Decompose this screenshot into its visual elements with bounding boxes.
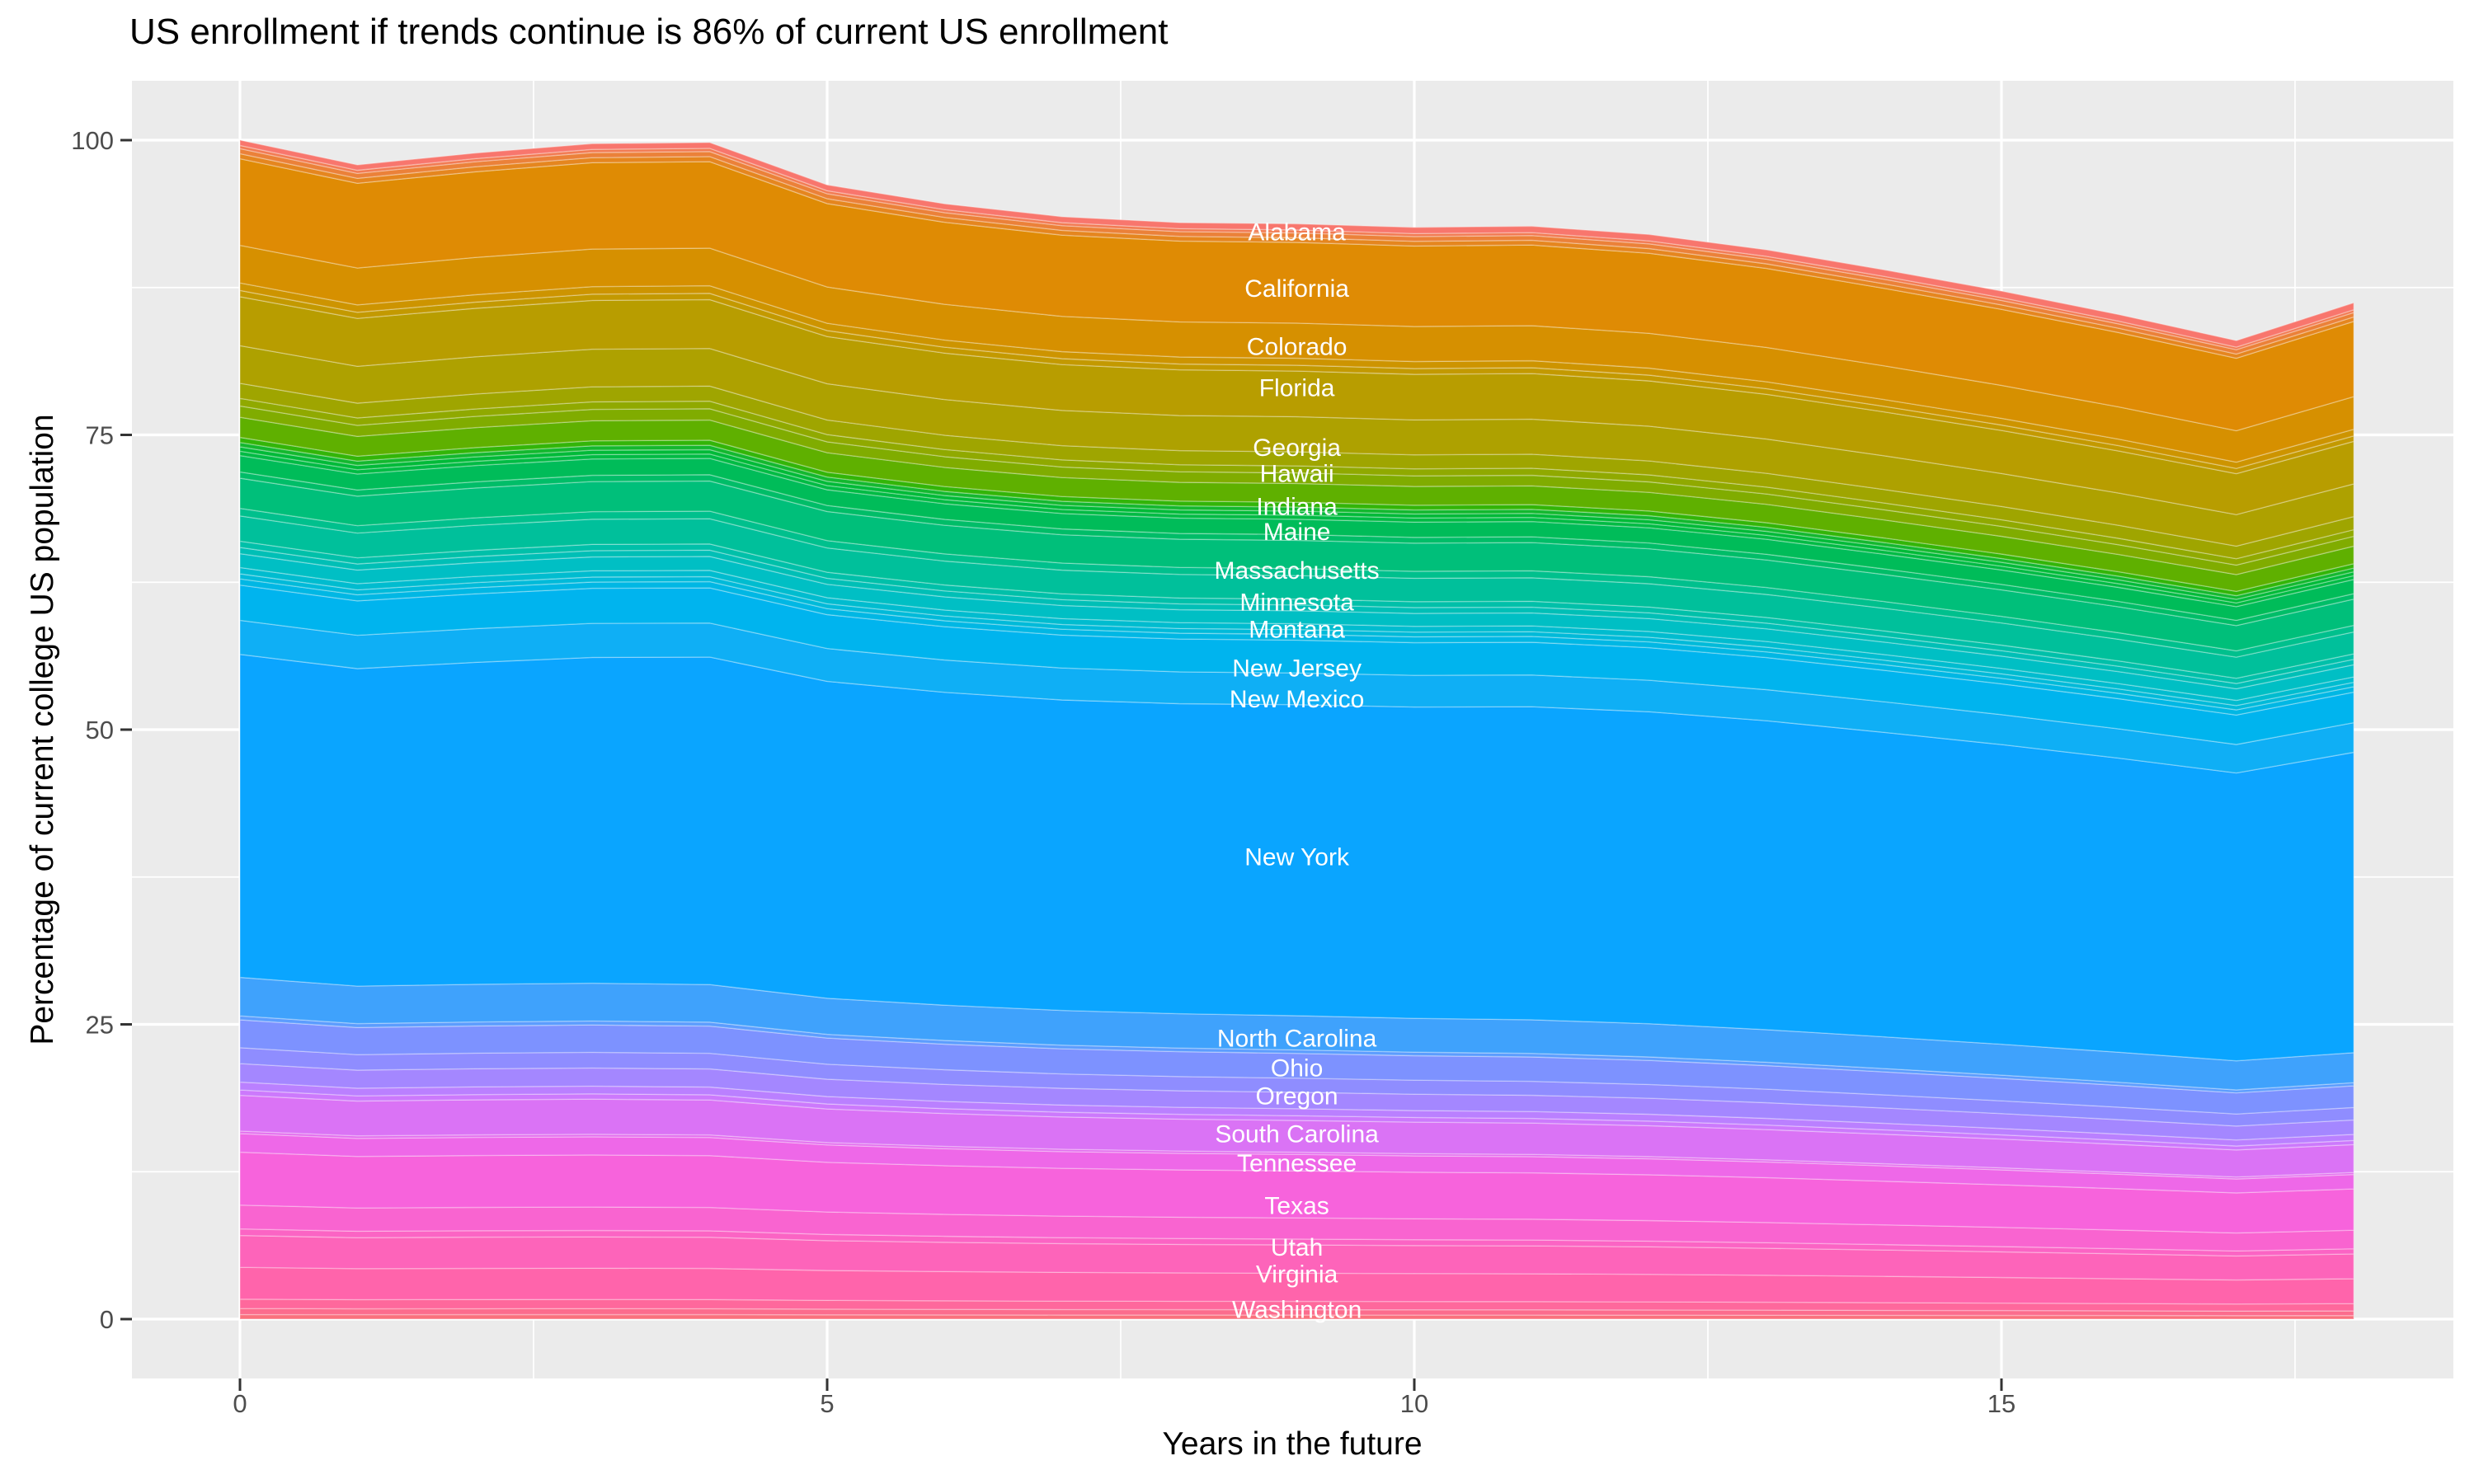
state-label-minnesota: Minnesota: [1239, 589, 1354, 617]
area-band-north-carolina: [239, 976, 2354, 1091]
area-bands: [239, 139, 2354, 1320]
x-tick-label-10: 10: [1400, 1389, 1428, 1418]
state-label-florida: Florida: [1259, 374, 1335, 402]
state-label-tennessee: Tennessee: [1237, 1150, 1357, 1177]
state-label-indiana: Indiana: [1256, 494, 1338, 521]
state-label-georgia: Georgia: [1253, 434, 1341, 462]
state-label-hawaii: Hawaii: [1260, 461, 1334, 488]
area-band-wisconsin: [239, 1308, 2354, 1317]
x-tick-label-5: 5: [820, 1389, 834, 1418]
state-label-maine: Maine: [1263, 519, 1331, 546]
y-tick-label-100: 100: [71, 126, 114, 155]
state-label-new-mexico: New Mexico: [1230, 686, 1364, 713]
state-label-south-carolina: South Carolina: [1215, 1120, 1379, 1148]
state-label-oregon: Oregon: [1256, 1083, 1338, 1111]
state-label-virginia: Virginia: [1256, 1261, 1338, 1289]
state-label-new-jersey: New Jersey: [1232, 655, 1362, 683]
y-tick-label-50: 50: [86, 716, 114, 744]
state-label-alabama: Alabama: [1248, 219, 1346, 247]
state-label-north-carolina: North Carolina: [1217, 1026, 1377, 1053]
state-label-texas: Texas: [1264, 1193, 1329, 1220]
state-label-california: California: [1244, 275, 1349, 303]
y-tick-label-75: 75: [86, 421, 114, 450]
area-band-connecticut: [239, 282, 2354, 469]
state-label-ohio: Ohio: [1271, 1054, 1323, 1082]
area-band-alabama: [239, 139, 2354, 348]
area-band-minnesota: [239, 514, 2354, 679]
area-band-hawaii: [239, 383, 2354, 560]
state-label-utah: Utah: [1271, 1234, 1323, 1261]
state-label-new-york: New York: [1244, 843, 1350, 871]
state-label-washington: Washington: [1232, 1297, 1362, 1324]
y-axis-title: Percentage of current college US populat…: [25, 414, 60, 1045]
area-band-alaska: [239, 144, 2354, 350]
state-label-massachusetts: Massachusetts: [1215, 557, 1380, 585]
x-tick-label-0: 0: [233, 1389, 247, 1418]
x-tick-label-15: 15: [1987, 1389, 2015, 1418]
chart-title: US enrollment if trends continue is 86% …: [129, 12, 1169, 52]
area-band-idaho: [239, 397, 2354, 566]
area-band-ohio: [239, 1019, 2354, 1115]
y-tick-label-25: 25: [86, 1011, 114, 1040]
area-band-massachusetts: [239, 477, 2354, 652]
area-band-iowa: [239, 436, 2354, 597]
x-axis-title: Years in the future: [1162, 1426, 1423, 1462]
state-label-montana: Montana: [1249, 616, 1345, 643]
area-band-new-jersey: [239, 584, 2354, 745]
area-band-north-dakota: [239, 1015, 2354, 1094]
state-label-colorado: Colorado: [1247, 333, 1348, 360]
area-band-maine: [239, 454, 2354, 622]
y-tick-label-0: 0: [100, 1305, 114, 1334]
